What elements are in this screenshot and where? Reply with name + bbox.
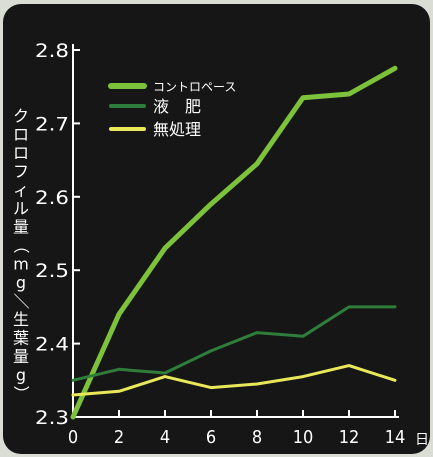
x-tick-label: 2: [114, 427, 124, 448]
legend-label: コントロペース: [153, 80, 236, 94]
series-line-3: [71, 364, 397, 397]
y-axis-label-char: 葉: [13, 329, 29, 348]
y-axis-label-char: 量: [13, 347, 29, 366]
legend-label: 無処理: [153, 120, 201, 139]
y-axis-label-char: 量: [13, 218, 29, 237]
x-tick-label: 12: [339, 427, 360, 448]
y-tick-label: 2.7: [35, 113, 69, 135]
axes: [72, 44, 399, 418]
legend-label: 液 肥: [153, 97, 201, 116]
y-tick-label: 2.3: [35, 407, 69, 429]
y-axis-label-char: ロ: [13, 125, 29, 144]
x-tick-label: 6: [206, 427, 216, 448]
y-axis-label-char: ／: [12, 293, 31, 309]
y-axis-label-char: （: [12, 237, 31, 253]
x-tick-label: 4: [160, 427, 170, 448]
y-axis-label-char: ）: [12, 385, 31, 401]
tick-labels: 2.3 2.4 2.5 2.6 2.7 2.8 0 2 4 6 8 10 12 14 日: [35, 40, 429, 448]
y-axis-label-char: ィ: [13, 181, 29, 200]
x-tick-label: 8: [252, 427, 262, 448]
y-tick-label: 2.5: [35, 260, 69, 282]
x-tick-label: 0: [68, 427, 78, 448]
y-axis-label-char: 生: [13, 310, 29, 329]
y-tick-label: 2.6: [35, 187, 69, 209]
y-axis-label-char: ル: [13, 199, 29, 218]
chart-panel: クロロフィル量（m g ／生葉量 g） 2.3 2.4 2.5 2.6 2.7 2.8 0 2 4 6 8…: [3, 4, 430, 454]
y-axis-label-char: フ: [13, 162, 29, 181]
x-tick-label: 14: [385, 427, 406, 448]
y-axis-label-char: m: [13, 255, 29, 274]
y-tick-label: 2.4: [35, 334, 69, 356]
y-axis-label-char: ク: [13, 107, 29, 126]
series-line-2: [71, 305, 397, 382]
series-lines: [70, 65, 398, 420]
y-axis-label-char: g: [16, 273, 26, 292]
y-tick-label: 2.8: [35, 40, 69, 62]
series-line-1: [70, 65, 398, 420]
y-axis-label-char: g: [16, 366, 26, 385]
x-tick-label: 10: [293, 427, 314, 448]
y-axis-label-char: ロ: [13, 144, 29, 163]
x-axis-label: 日: [415, 432, 429, 448]
